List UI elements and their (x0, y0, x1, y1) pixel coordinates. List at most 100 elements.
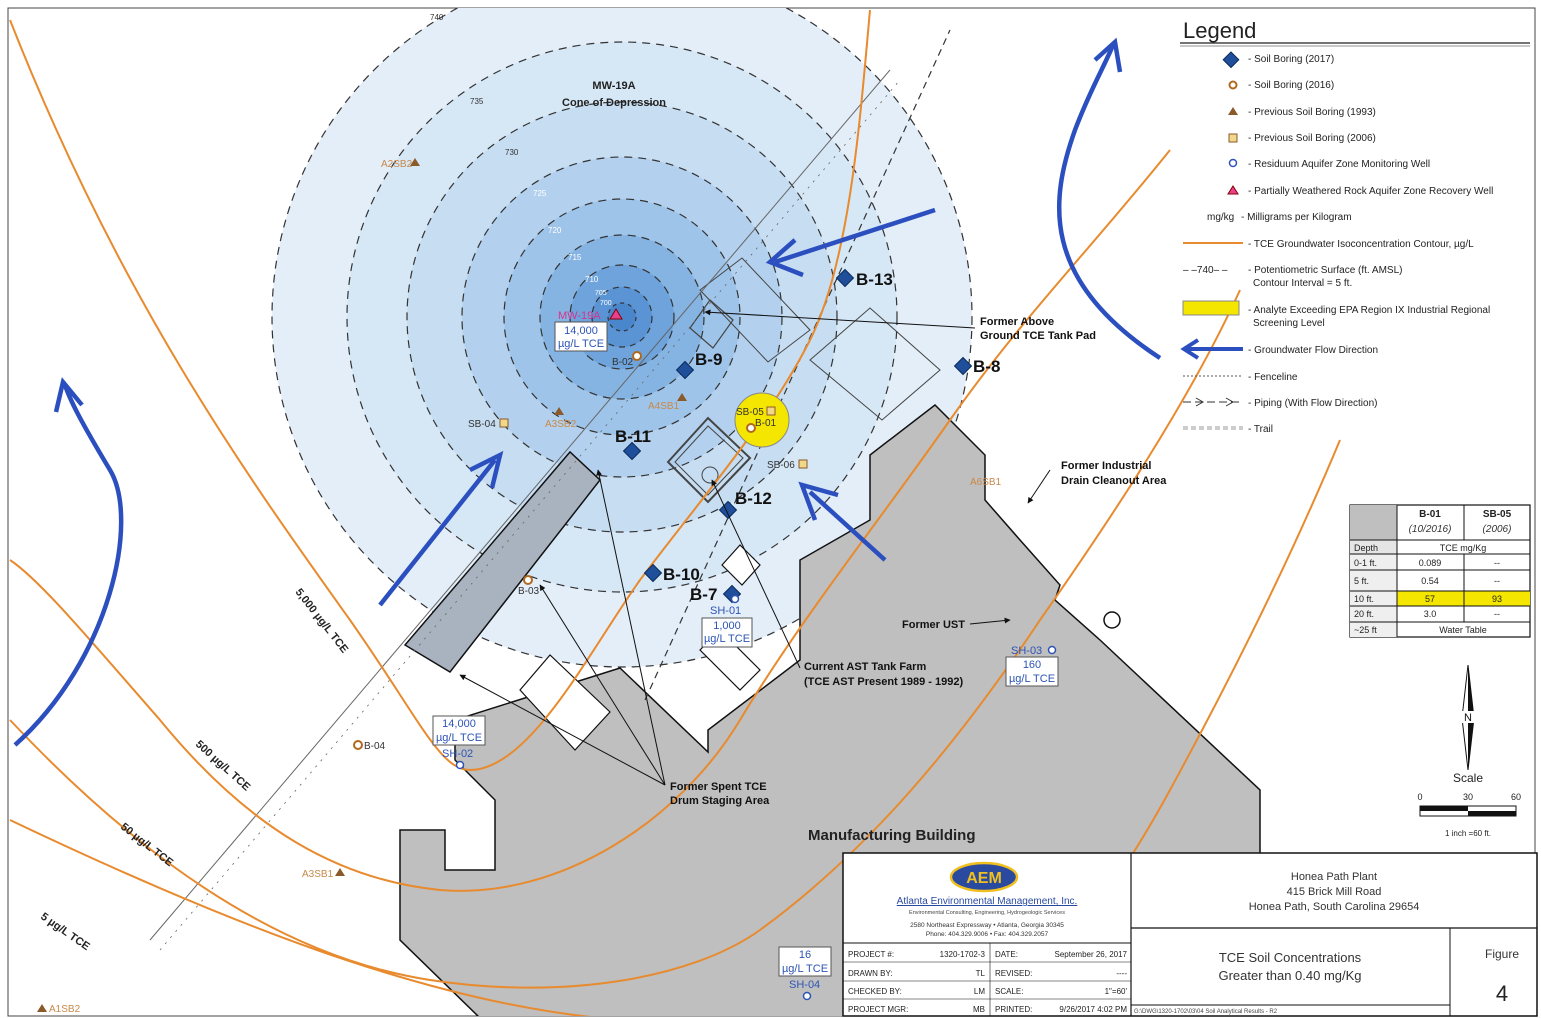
well-mw19a[interactable]: MW-19A 14,000 µg/L TCE (554, 308, 623, 352)
fenceline (149, 69, 891, 941)
scale-bar: Scale 0 30 60 1 inch =60 ft. (1417, 771, 1521, 838)
svg-text:0: 0 (1417, 792, 1422, 802)
boring-b12[interactable]: B-12 (718, 489, 772, 520)
boring-b9[interactable]: B-9 (675, 350, 723, 380)
boring-b03[interactable]: B-03 (518, 575, 540, 597)
svg-text:Water Table: Water Table (1439, 625, 1487, 635)
boring-a4sb1[interactable]: A4SB1 (648, 393, 687, 412)
svg-text:- Previous Soil Boring (1993): - Previous Soil Boring (1993) (1248, 107, 1376, 118)
callout-drum: Former Spent TCE Drum Staging Area (459, 469, 770, 807)
svg-text:AEM: AEM (966, 870, 1002, 887)
svg-text:PROJECT MGR:: PROJECT MGR: (848, 1005, 908, 1014)
well-sh02[interactable]: 14,000 µg/L TCE SH-02 (432, 715, 486, 770)
svg-text:Former Industrial: Former Industrial (1061, 460, 1151, 472)
callout-tank-pad: Former Above Ground TCE Tank Pad (704, 309, 1096, 342)
svg-text:PROJECT #:: PROJECT #: (848, 950, 894, 959)
well-sh03-value: 160 (1023, 659, 1041, 671)
boring-b11[interactable]: B-11 (615, 427, 651, 461)
manufacturing-building-label: Manufacturing Building (808, 827, 975, 844)
svg-text:9/26/2017 4:02 PM: 9/26/2017 4:02 PM (1059, 1005, 1127, 1014)
boring-sb05[interactable]: SB-05 (736, 406, 776, 418)
well-sh02-value: 14,000 (442, 718, 476, 730)
svg-text:1320-1702-3: 1320-1702-3 (940, 950, 986, 959)
legend-square-icon (1228, 133, 1238, 143)
svg-text:Ground TCE Tank Pad: Ground TCE Tank Pad (980, 330, 1096, 342)
svg-text:LM: LM (974, 987, 985, 996)
boring-sb06-label: SB-06 (767, 460, 795, 471)
svg-text:SCALE:: SCALE: (995, 987, 1023, 996)
flow-arrows (13, 37, 1162, 747)
legend-recovery-well-icon (1227, 185, 1239, 195)
boring-b02[interactable]: B-02 (612, 351, 642, 368)
table-row: 5 ft. (1354, 576, 1369, 586)
boring-b01-label: B-01 (755, 418, 777, 429)
boring-a3sb1[interactable]: A3SB1 (302, 868, 345, 880)
boring-a2sb2[interactable]: A2SB2 (381, 158, 420, 170)
well-sh01-unit: µg/L TCE (704, 633, 750, 645)
svg-text:415 Brick Mill Road: 415 Brick Mill Road (1287, 886, 1382, 898)
well-mw19a-id: MW-19A (558, 310, 601, 322)
piping-line (644, 29, 951, 701)
site-name: Honea Path Plant (1291, 871, 1377, 883)
boring-b01[interactable]: B-01 (746, 418, 777, 433)
cone-contour-label-715: 715 (568, 253, 582, 262)
svg-text:(TCE AST Present 1989 - 1992): (TCE AST Present 1989 - 1992) (804, 676, 963, 688)
well-sh01-id: SH-01 (710, 605, 741, 617)
well-sh02-id: SH-02 (442, 748, 473, 760)
svg-text:Former Spent TCE: Former Spent TCE (670, 781, 767, 793)
aem-logo (949, 861, 1019, 893)
boring-b10[interactable]: B-10 (643, 563, 700, 584)
svg-text:Drain Cleanout Area: Drain Cleanout Area (1061, 475, 1167, 487)
svg-text:1 inch =60 ft.: 1 inch =60 ft. (1445, 829, 1491, 838)
north-label: N (1464, 712, 1472, 724)
well-sh01[interactable]: SH-01 1,000 µg/L TCE (701, 594, 753, 648)
ast-tank-farm (666, 416, 752, 504)
well-sh03-unit: µg/L TCE (1009, 673, 1055, 685)
svg-text:- Fenceline: - Fenceline (1248, 372, 1298, 383)
boring-b8-label: B-8 (973, 357, 1000, 376)
boring-a1sb2[interactable]: A1SB2 (37, 1004, 81, 1015)
boring-sb04[interactable]: SB-04 (468, 418, 509, 430)
svg-text:- Potentiometric Surface (ft.: - Potentiometric Surface (ft. AMSL) (1248, 265, 1403, 276)
boring-sb06[interactable]: SB-06 (767, 459, 808, 471)
boring-b8[interactable]: B-8 (953, 356, 1001, 376)
well-sh04[interactable]: 16 µg/L TCE SH-04 (778, 946, 832, 1001)
svg-text:30: 30 (1463, 792, 1473, 802)
legend-dashed-line-icon: – –740– – (1183, 265, 1228, 276)
legend-diamond-icon (1222, 51, 1240, 69)
annex-3 (721, 544, 761, 586)
svg-text:Former Above: Former Above (980, 316, 1054, 328)
cone-of-depression (271, 8, 973, 668)
legend-well-icon (1228, 158, 1238, 168)
svg-text:57: 57 (1425, 594, 1435, 604)
svg-text:Screening Level: Screening Level (1253, 318, 1325, 329)
boring-a6sb1[interactable]: A6SB1 (970, 477, 1002, 488)
svg-text:Figure: Figure (1485, 947, 1519, 961)
svg-text:DRAWN BY:: DRAWN BY: (848, 969, 893, 978)
boring-sb05-label: SB-05 (736, 407, 764, 418)
svg-text:- Analyte Exceeding EPA Region: - Analyte Exceeding EPA Region IX Indust… (1248, 305, 1490, 316)
boring-b13[interactable]: B-13 (835, 268, 893, 289)
svg-text:- Soil Boring (2017): - Soil Boring (2017) (1248, 54, 1334, 65)
boring-b04[interactable]: B-04 (353, 740, 386, 752)
cone-contour-label-730: 730 (505, 148, 519, 157)
boring-sb04-label: SB-04 (468, 419, 496, 430)
boring-b7-label: B-7 (690, 585, 717, 604)
boring-a1sb2-label: A1SB2 (49, 1004, 81, 1015)
svg-text:TCE mg/Kg: TCE mg/Kg (1440, 543, 1487, 553)
svg-text:CHECKED BY:: CHECKED BY: (848, 987, 902, 996)
company-name: Atlanta Environmental Management, Inc. (897, 896, 1078, 907)
table-row: 0-1 ft. (1354, 558, 1377, 568)
figure-title: TCE Soil Concentrations (1219, 950, 1362, 965)
svg-text:3.0: 3.0 (1424, 609, 1437, 619)
svg-text:Current AST Tank Farm: Current AST Tank Farm (804, 661, 926, 673)
svg-text:- Groundwater Flow Direction: - Groundwater Flow Direction (1248, 345, 1378, 356)
svg-text:0.089: 0.089 (1419, 558, 1442, 568)
svg-text:--: -- (1494, 558, 1500, 568)
svg-text:60: 60 (1511, 792, 1521, 802)
well-sh03[interactable]: SH-03 160 µg/L TCE (1005, 645, 1059, 687)
table-header-b01: B-01 (1419, 509, 1441, 520)
well-sh04-unit: µg/L TCE (782, 963, 828, 975)
boring-a3sb2[interactable]: A3SB2 (545, 407, 577, 430)
